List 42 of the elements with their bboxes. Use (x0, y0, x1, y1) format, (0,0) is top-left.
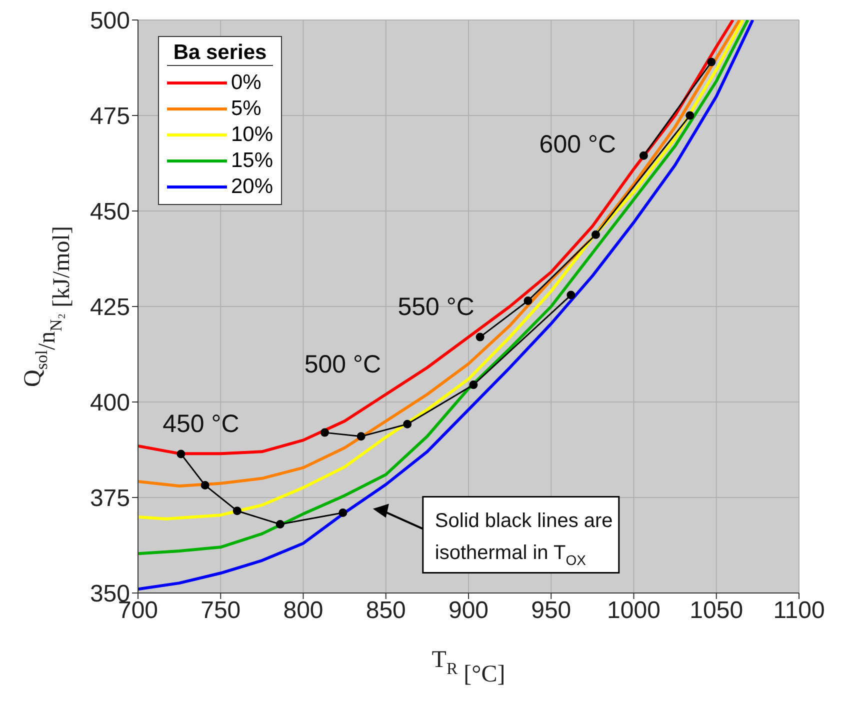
x-tick-label: 800 (283, 597, 324, 624)
legend-label: 20% (231, 174, 274, 200)
y-tick-label: 425 (90, 294, 130, 322)
point (591, 230, 600, 239)
x-tick-label: 1000 (607, 597, 660, 624)
x-tick-label: 750 (200, 597, 241, 624)
x-tick-label: 1050 (690, 597, 744, 624)
annotation: 500 °C (304, 350, 382, 379)
point (476, 332, 484, 342)
point (338, 508, 348, 518)
x-tick-label: 950 (531, 597, 572, 624)
annotation: 600 °C (539, 130, 616, 159)
legend-label: 5% (231, 96, 262, 122)
y-tick-label: 450 (90, 198, 130, 226)
point (276, 520, 284, 528)
annotation: 450 °C (162, 410, 240, 438)
legend-label: 0% (231, 70, 262, 96)
point (524, 296, 532, 306)
x-tick-label: 850 (366, 597, 406, 624)
legend-title: Ba series (167, 41, 274, 66)
point (469, 380, 478, 390)
annotation: 550 °C (398, 293, 474, 322)
point (200, 481, 210, 490)
y-tick-label: 475 (90, 103, 130, 130)
legend-label: 15% (231, 148, 274, 174)
point (320, 428, 329, 437)
y-tick-label: 375 (90, 485, 130, 512)
y-axis-title: Qsol/nN₂ [kJ/mol] (20, 226, 75, 387)
point (232, 506, 242, 516)
y-tick-label: 400 (90, 390, 130, 417)
point (707, 58, 716, 66)
point (639, 151, 648, 160)
x-tick-label: 1100 (773, 597, 825, 624)
point (176, 450, 186, 458)
y-tick-label: 500 (90, 8, 130, 35)
annotation: Solid black lines are isothermal in T$_{OX}$ (434, 510, 613, 568)
x-tick-label: 900 (448, 597, 489, 624)
point (403, 420, 412, 428)
point (356, 432, 366, 441)
point (686, 111, 694, 120)
point (566, 290, 576, 300)
legend-label: 10% (231, 122, 274, 148)
